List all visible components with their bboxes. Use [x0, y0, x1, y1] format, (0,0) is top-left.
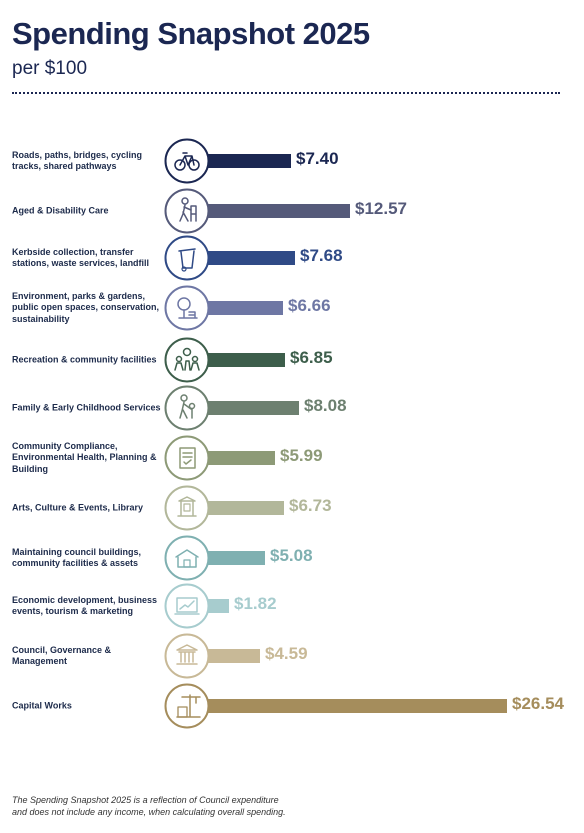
footnote-line-1: The Spending Snapshot 2025 is a reflecti…: [12, 795, 279, 805]
chart-row: Aged & Disability Care $12.57: [0, 187, 584, 235]
construction-crane-icon: [164, 683, 210, 729]
footnote: The Spending Snapshot 2025 is a reflecti…: [12, 794, 432, 818]
chart-row: Capital Works $26.54: [0, 682, 584, 730]
page-title: Spending Snapshot 2025: [12, 16, 370, 51]
bar: [208, 353, 285, 367]
footnote-line-2: and does not include any income, when ca…: [12, 807, 286, 818]
chart-row: Environment, parks & gardens, public ope…: [0, 284, 584, 332]
category-label: Community Compliance, Environmental Heal…: [12, 441, 157, 474]
bar: [208, 599, 229, 613]
category-label: Roads, paths, bridges, cycling tracks, s…: [12, 149, 143, 171]
category-label: Maintaining council buildings, community…: [12, 546, 141, 568]
chart-row: Roads, paths, bridges, cycling tracks, s…: [0, 137, 584, 185]
bar: [208, 699, 507, 713]
aged-care-walker-icon: [164, 188, 210, 234]
chart-row: Kerbside collection, transfer stations, …: [0, 234, 584, 282]
value-label: $4.59: [265, 644, 308, 663]
chart-row: Economic development, business events, t…: [0, 582, 584, 630]
chart-row: Recreation & community facilities $6.85: [0, 336, 584, 384]
bar: [208, 154, 291, 168]
value-label: $6.85: [290, 348, 333, 367]
chart-row: Arts, Culture & Events, Library $6.73: [0, 484, 584, 532]
category-label: Council, Governance & Management: [12, 644, 112, 666]
economic-chart-icon: [164, 583, 210, 629]
category-label: Recreation & community facilities: [12, 354, 157, 365]
chart-row: Family & Early Childhood Services $8.08: [0, 384, 584, 432]
bar: [208, 501, 284, 515]
category-label: Economic development, business events, t…: [12, 594, 158, 616]
bar: [208, 301, 283, 315]
value-label: $6.66: [288, 296, 331, 315]
value-label: $5.99: [280, 446, 323, 465]
value-label: $1.82: [234, 594, 277, 613]
category-label: Family & Early Childhood Services: [12, 402, 161, 413]
value-label: $7.68: [300, 246, 343, 265]
government-building-icon: [164, 633, 210, 679]
category-label: Capital Works: [12, 700, 72, 711]
chart-row: Council, Governance & Management $4.59: [0, 632, 584, 680]
value-label: $8.08: [304, 396, 347, 415]
bicycle-icon: [164, 138, 210, 184]
category-label: Environment, parks & gardens, public ope…: [12, 291, 160, 324]
value-label: $26.54: [512, 694, 564, 713]
chart-row: Maintaining council buildings, community…: [0, 534, 584, 582]
dotted-divider: [12, 92, 560, 94]
family-child-icon: [164, 385, 210, 431]
community-people-icon: [164, 337, 210, 383]
category-label: Aged & Disability Care: [12, 205, 109, 216]
compliance-document-icon: [164, 435, 210, 481]
arts-museum-icon: [164, 485, 210, 531]
category-label: Kerbside collection, transfer stations, …: [12, 246, 150, 268]
page-subtitle: per $100: [12, 58, 88, 79]
value-label: $5.08: [270, 546, 313, 565]
bar: [208, 451, 275, 465]
value-label: $6.73: [289, 496, 332, 515]
value-label: $12.57: [355, 199, 407, 218]
bar: [208, 251, 295, 265]
bar: [208, 204, 350, 218]
waste-bin-icon: [164, 235, 210, 281]
category-label: Arts, Culture & Events, Library: [12, 502, 144, 513]
chart-row: Community Compliance, Environmental Heal…: [0, 434, 584, 482]
bar: [208, 649, 260, 663]
bar: [208, 551, 265, 565]
value-label: $7.40: [296, 149, 339, 168]
tree-park-icon: [164, 285, 210, 331]
bar: [208, 401, 299, 415]
building-maintenance-icon: [164, 535, 210, 581]
